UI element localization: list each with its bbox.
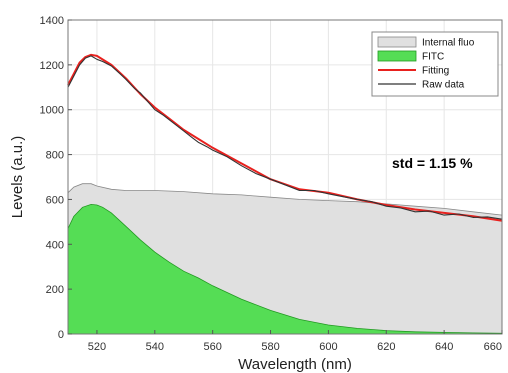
x-tick-label: 580 — [261, 341, 279, 353]
plot-area — [67, 53, 503, 335]
x-tick-label: 520 — [88, 341, 106, 353]
legend-label: FITC — [422, 52, 444, 63]
y-tick-label: 0 — [58, 329, 64, 341]
y-tick-label: 1000 — [40, 105, 64, 117]
series-fitc-area — [67, 203, 503, 335]
std-annotation: std = 1.15 % — [392, 155, 473, 171]
y-axis-label: Levels (a.u.) — [9, 136, 26, 219]
legend: Internal fluo FITC Fitting Raw data — [371, 31, 499, 97]
y-tick-label: 1400 — [40, 15, 64, 27]
x-tick-label: 640 — [435, 341, 453, 353]
plot-frame — [67, 19, 503, 335]
legend-swatch — [377, 50, 417, 62]
y-tick-label: 400 — [46, 239, 64, 251]
legend-label: Internal fluo — [422, 38, 475, 49]
y-tick-label: 600 — [46, 194, 64, 206]
x-tick-label: 660 — [484, 341, 502, 353]
legend-swatch — [377, 36, 417, 48]
y-tick-label: 800 — [46, 150, 64, 162]
x-tick-label: 620 — [377, 341, 395, 353]
series-fitting-line — [67, 53, 503, 222]
legend-label: Raw data — [422, 80, 465, 91]
y-tick-label: 1200 — [40, 60, 64, 72]
x-tick-label: 560 — [203, 341, 221, 353]
x-ticks: 520 540 560 580 600 620 640 660 — [88, 330, 503, 353]
x-axis-label: Wavelength (nm) — [238, 356, 352, 373]
x-tick-label: 540 — [146, 341, 164, 353]
y-tick-label: 200 — [46, 284, 64, 296]
x-tick-label: 600 — [319, 341, 337, 353]
y-ticks: 0 200 400 600 800 1000 1200 1400 — [40, 15, 72, 341]
series-raw-data-line — [67, 55, 503, 220]
legend-label: Fitting — [422, 66, 449, 77]
